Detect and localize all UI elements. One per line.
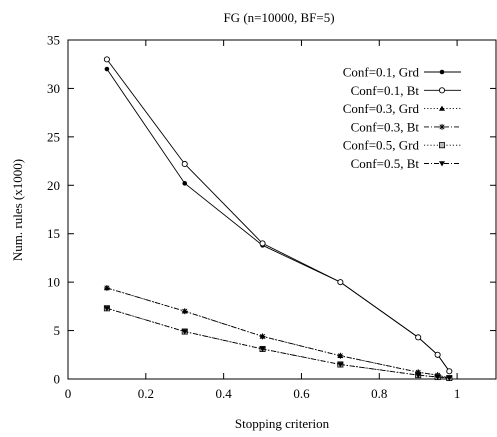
- y-tick-label: 20: [47, 178, 60, 193]
- series-4: [103, 284, 453, 382]
- axis-ticks: [67, 39, 496, 380]
- x-tick-label: 1: [454, 386, 461, 401]
- legend-label: Conf=0.3, Grd: [343, 101, 420, 116]
- series-layer: [103, 56, 453, 382]
- legend-item: Conf=0.5, Bt: [351, 156, 461, 171]
- plot-frame: [67, 39, 497, 380]
- y-tick-label: 5: [54, 323, 61, 338]
- legend-label: Conf=0.5, Grd: [343, 138, 420, 153]
- legend-item: Conf=0.1, Grd: [343, 65, 461, 80]
- x-tick-label: 0.8: [371, 386, 387, 401]
- series-6: [103, 306, 453, 382]
- data-point: [181, 329, 188, 335]
- series-3: [103, 284, 453, 381]
- x-tick-label: 0.6: [293, 386, 310, 401]
- legend-swatch-marker: [439, 161, 445, 167]
- legend-label: Conf=0.1, Grd: [343, 65, 420, 80]
- legend-label: Conf=0.3, Bt: [351, 119, 420, 134]
- legend-swatch-marker: [439, 105, 445, 111]
- legend-item: Conf=0.3, Grd: [343, 101, 461, 116]
- data-point: [446, 375, 453, 382]
- data-point: [434, 374, 441, 381]
- x-tick-label: 0.4: [216, 386, 233, 401]
- data-point: [446, 368, 453, 375]
- y-tick-label: 25: [47, 129, 60, 144]
- data-point: [337, 352, 344, 359]
- data-point: [103, 56, 110, 63]
- x-axis-label: Stopping criterion: [235, 416, 330, 431]
- chart-title: FG (n=10000, BF=5): [223, 10, 334, 25]
- data-point: [434, 351, 441, 358]
- legend-swatch-marker: [438, 142, 445, 149]
- legend-swatch-marker: [438, 87, 446, 94]
- data-point: [415, 372, 422, 379]
- y-tick-label: 10: [47, 275, 60, 290]
- data-point: [337, 279, 344, 286]
- data-point: [103, 306, 110, 312]
- data-point: [259, 346, 266, 352]
- x-tick-label: 0: [65, 386, 72, 401]
- data-point: [104, 66, 110, 72]
- series-2: [103, 56, 453, 375]
- series-5: [103, 305, 453, 382]
- y-tick-label: 0: [54, 372, 61, 387]
- legend-item: Conf=0.5, Grd: [343, 138, 461, 153]
- data-point: [182, 181, 188, 186]
- data-point: [415, 334, 422, 341]
- data-point: [259, 240, 266, 247]
- y-axis-label: Num. rules (x1000): [10, 159, 25, 261]
- legend-item: Conf=0.3, Bt: [351, 119, 461, 134]
- x-tick-label: 0.2: [138, 386, 154, 401]
- data-point: [181, 308, 188, 315]
- y-tick-label: 15: [47, 226, 60, 241]
- legend-swatch-marker: [439, 69, 445, 75]
- data-point: [259, 333, 266, 340]
- series-line: [106, 287, 450, 379]
- legend-label: Conf=0.5, Bt: [351, 156, 420, 171]
- data-point: [103, 284, 110, 291]
- series-line: [106, 287, 450, 379]
- legend: Conf=0.1, Grd Conf=0.1, Bt Conf=0.3, Grd Co…: [343, 65, 461, 171]
- y-tick-label: 30: [47, 81, 60, 96]
- data-point: [337, 362, 344, 368]
- legend-item: Conf=0.1, Bt: [351, 83, 461, 98]
- y-tick-label: 35: [47, 33, 60, 48]
- legend-label: Conf=0.1, Bt: [351, 83, 420, 98]
- data-point: [181, 160, 188, 168]
- legend-swatch-marker: [439, 123, 445, 130]
